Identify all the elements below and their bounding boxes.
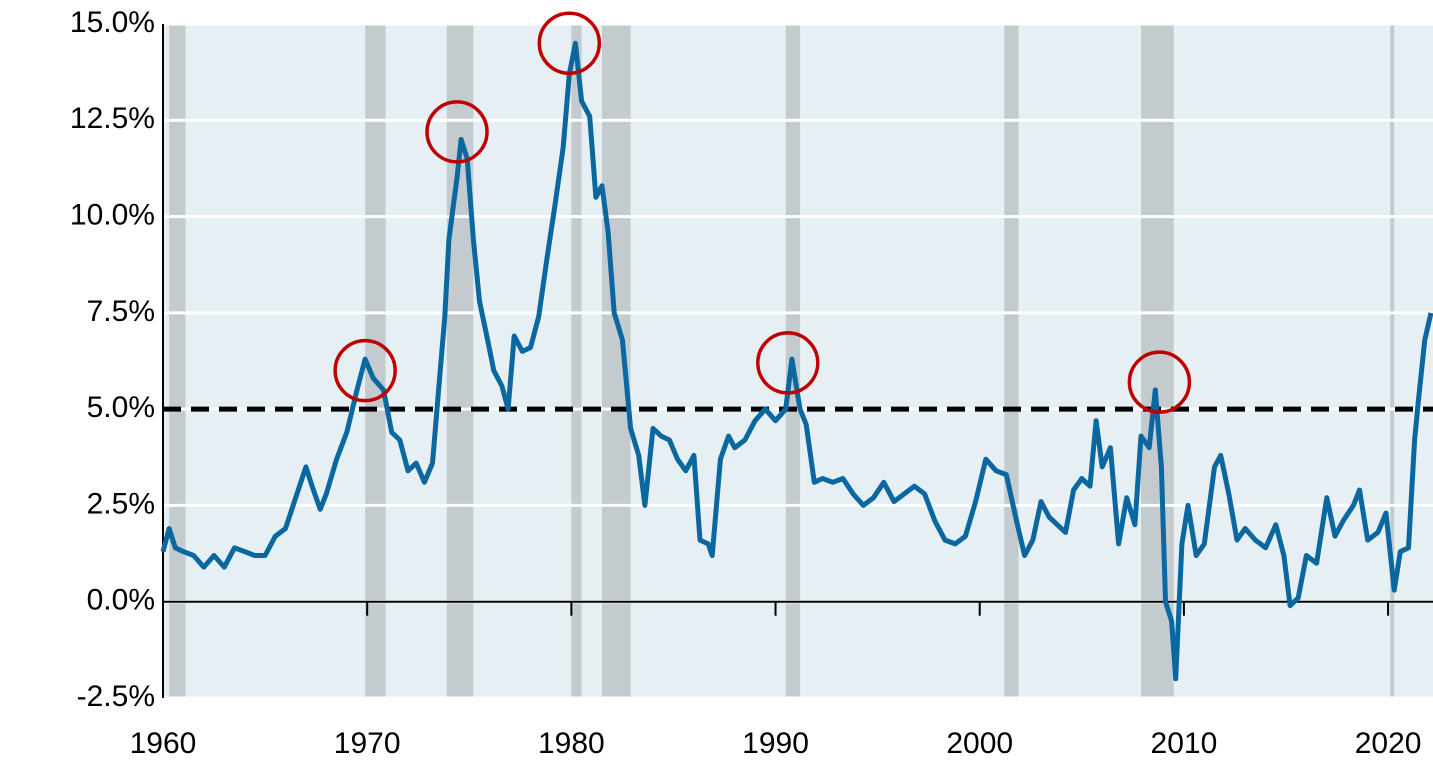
x-tick-label: 1970 bbox=[334, 727, 401, 760]
highlight-circle bbox=[1127, 350, 1192, 414]
y-tick-label: 12.5% bbox=[70, 102, 155, 135]
series-line bbox=[160, 40, 1433, 682]
x-tick-label: 2010 bbox=[1151, 727, 1218, 760]
recession-band bbox=[446, 24, 474, 698]
recession-band bbox=[169, 24, 186, 698]
y-tick-label: 7.5% bbox=[87, 295, 155, 328]
y-tick-label: 5.0% bbox=[87, 391, 155, 424]
highlight-circle bbox=[537, 11, 602, 76]
y-tick-label: -2.5% bbox=[77, 680, 155, 713]
highlight-circle bbox=[425, 100, 489, 164]
recession-band bbox=[571, 24, 582, 698]
recession-band bbox=[1004, 24, 1019, 698]
recession-band bbox=[1390, 24, 1395, 698]
y-tick-label: 2.5% bbox=[87, 487, 155, 520]
x-tick-label: 1960 bbox=[130, 727, 197, 760]
highlight-circle bbox=[756, 331, 820, 395]
y-tick-label: 0.0% bbox=[87, 584, 155, 617]
x-tick-label: 1990 bbox=[742, 727, 809, 760]
recession-band bbox=[1141, 24, 1174, 698]
highlight-circle bbox=[333, 338, 397, 403]
x-tick-label: 2000 bbox=[946, 727, 1013, 760]
y-tick-label: 15.0% bbox=[70, 6, 155, 39]
x-tick-label: 1980 bbox=[538, 727, 605, 760]
x-tick-label: 2020 bbox=[1355, 727, 1422, 760]
recession-band bbox=[365, 24, 386, 698]
y-tick-label: 10.0% bbox=[70, 198, 155, 231]
